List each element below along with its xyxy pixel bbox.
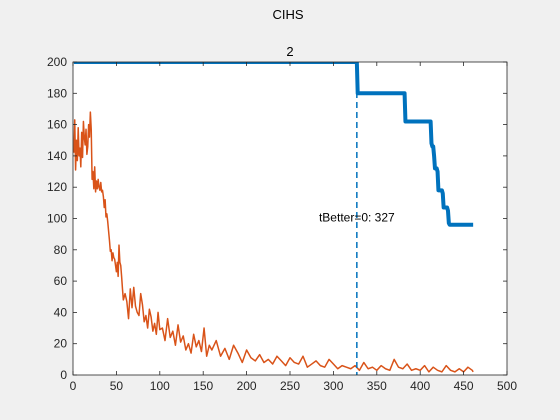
y-tick-label: 200 — [47, 55, 67, 69]
y-tick-label: 0 — [60, 368, 67, 382]
y-axis: 0 20 40 60 80 100 120 140 160 180 200 — [47, 55, 507, 382]
y-tick-label: 140 — [47, 149, 67, 163]
plot-area — [73, 62, 507, 375]
x-tick-label: 50 — [110, 379, 124, 393]
y-tick-label: 40 — [54, 305, 68, 319]
chart-title: 2 — [286, 44, 293, 59]
x-tick-label: 150 — [193, 379, 213, 393]
y-tick-label: 100 — [47, 212, 67, 226]
data-layer — [73, 62, 475, 375]
y-tick-label: 20 — [54, 337, 68, 351]
y-tick-label: 120 — [47, 180, 67, 194]
y-tick-label: 180 — [47, 86, 67, 100]
x-tick-label: 250 — [280, 379, 300, 393]
y-tick-label: 60 — [54, 274, 68, 288]
annotation-layer: tBetter=0: 327 — [319, 211, 395, 225]
x-tick-label: 200 — [237, 379, 257, 393]
x-tick-label: 400 — [410, 379, 430, 393]
x-tick-label: 500 — [497, 379, 517, 393]
plot-axes: 2 0 50 100 150 200 250 300 350 400 450 500 0 20 40 60… — [47, 44, 517, 393]
annotation-label: tBetter=0: 327 — [319, 211, 395, 225]
x-tick-label: 0 — [70, 379, 77, 393]
x-axis: 0 50 100 150 200 250 300 350 400 450 500 — [70, 62, 517, 393]
y-tick-label: 160 — [47, 118, 67, 132]
series-line-2 — [73, 111, 474, 373]
window-title: CIHS — [272, 7, 303, 22]
series-line-1 — [73, 62, 475, 227]
x-tick-label: 300 — [323, 379, 343, 393]
x-tick-label: 350 — [367, 379, 387, 393]
x-tick-label: 100 — [150, 379, 170, 393]
x-tick-label: 450 — [454, 379, 474, 393]
y-tick-label: 80 — [54, 243, 68, 257]
